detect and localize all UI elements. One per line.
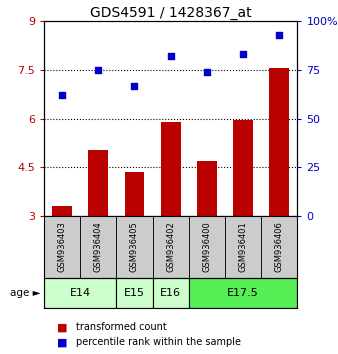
- Bar: [116, 216, 152, 278]
- Point: [240, 52, 246, 57]
- Text: age ►: age ►: [10, 288, 41, 298]
- Bar: [161, 122, 180, 216]
- Text: GSM936400: GSM936400: [202, 222, 211, 273]
- Text: GSM936402: GSM936402: [166, 222, 175, 273]
- Text: GSM936404: GSM936404: [94, 222, 103, 273]
- Bar: [44, 278, 116, 308]
- Point: [96, 67, 101, 73]
- Bar: [152, 278, 189, 308]
- Text: GSM936403: GSM936403: [57, 222, 67, 273]
- Bar: [124, 172, 144, 216]
- Bar: [152, 216, 189, 278]
- Bar: [189, 216, 225, 278]
- Text: GSM936401: GSM936401: [239, 222, 248, 273]
- Point: [276, 32, 282, 38]
- Text: ■: ■: [57, 322, 68, 332]
- Title: GDS4591 / 1428367_at: GDS4591 / 1428367_at: [90, 6, 251, 20]
- Bar: [261, 216, 297, 278]
- Bar: [88, 150, 108, 216]
- Point: [59, 92, 65, 98]
- Point: [204, 69, 210, 75]
- Bar: [269, 68, 289, 216]
- Bar: [225, 216, 261, 278]
- Text: percentile rank within the sample: percentile rank within the sample: [76, 337, 241, 347]
- Text: ■: ■: [57, 337, 68, 347]
- Text: GSM936406: GSM936406: [275, 222, 284, 273]
- Text: E15: E15: [124, 288, 145, 298]
- Text: GSM936405: GSM936405: [130, 222, 139, 273]
- Bar: [189, 278, 297, 308]
- Text: transformed count: transformed count: [76, 322, 167, 332]
- Point: [168, 53, 173, 59]
- Text: E16: E16: [160, 288, 181, 298]
- Bar: [44, 216, 80, 278]
- Bar: [52, 206, 72, 216]
- Bar: [197, 161, 217, 216]
- Text: E17.5: E17.5: [227, 288, 259, 298]
- Text: E14: E14: [70, 288, 91, 298]
- Bar: [116, 278, 152, 308]
- Bar: [233, 120, 253, 216]
- Bar: [80, 216, 116, 278]
- Point: [132, 83, 137, 88]
